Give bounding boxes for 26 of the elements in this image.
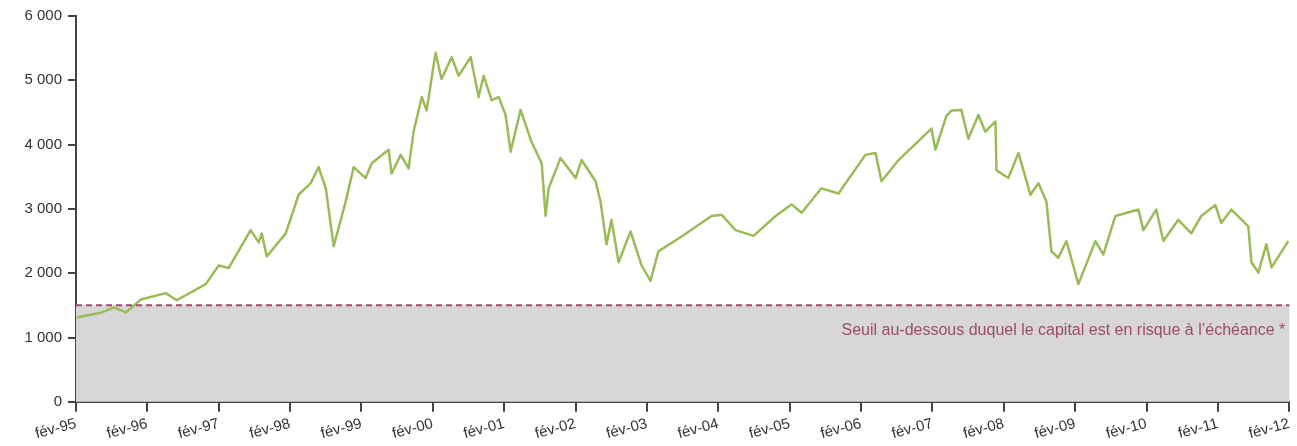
x-tick-label: fév-00 <box>390 413 435 442</box>
y-tick-label: 6 000 <box>24 6 62 24</box>
x-tick-label: fév-03 <box>604 413 649 442</box>
x-tick-label: fév-02 <box>532 413 578 442</box>
x-tick-label: fév-08 <box>961 413 1006 442</box>
x-tick-label: fév-10 <box>1103 413 1149 442</box>
x-tick-label: fév-05 <box>746 413 792 442</box>
y-tick-label: 1 000 <box>24 327 62 345</box>
y-tick-label: 3 000 <box>24 199 62 217</box>
x-tick-label: fév-95 <box>33 413 78 442</box>
x-tick-label: fév-07 <box>889 413 935 442</box>
ref-line-label: Seuil au-dessous duquel le capital est en risque à l’échéance * <box>841 320 1286 338</box>
x-tick-label: fév-04 <box>675 413 721 442</box>
y-tick-label: 0 <box>53 391 62 409</box>
x-tick-label: fév-96 <box>104 413 150 442</box>
x-tick-label: fév-97 <box>175 413 221 442</box>
y-tick-label: 5 000 <box>24 70 62 88</box>
x-tick-label: fév-06 <box>818 413 863 442</box>
x-tick-label: fév-01 <box>461 413 507 442</box>
x-tick-label: fév-12 <box>1246 413 1292 442</box>
y-tick-label: 2 000 <box>24 263 62 281</box>
y-tick-label: 4 000 <box>24 134 62 152</box>
x-tick-label: fév-11 <box>1176 413 1220 441</box>
x-tick-label: fév-09 <box>1032 413 1078 442</box>
x-tick-label: fév-99 <box>318 413 364 442</box>
x-tick-label: fév-98 <box>247 413 292 442</box>
